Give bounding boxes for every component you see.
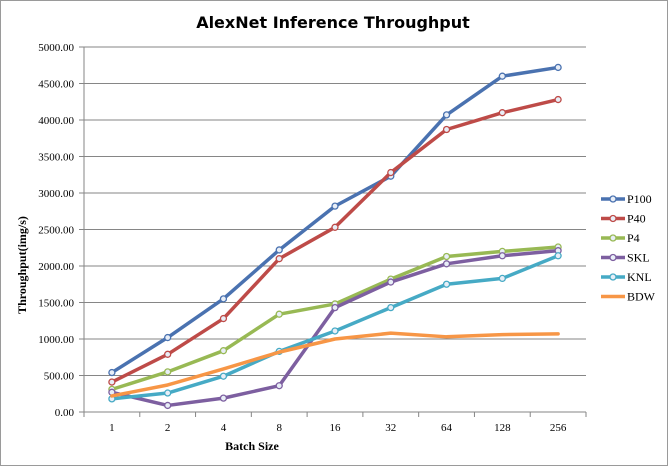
y-tick-labels: 0.00 500.00 1000.00 1500.00 2000.00 2500.00 30… [38, 42, 74, 419]
legend-item-p40: P40 [601, 212, 646, 226]
data-point-p100 [498, 72, 506, 80]
data-point-p100 [219, 295, 228, 303]
data-point-knl [387, 303, 395, 312]
data-point-knl [164, 389, 172, 397]
y-tick-label: 4500.00 [38, 79, 74, 91]
legend-marker [609, 214, 617, 223]
x-tick-label: 4 [221, 422, 227, 434]
x-tick-label: 2 [165, 422, 171, 434]
data-point-p100 [331, 202, 339, 210]
legend-marker [609, 234, 617, 242]
legend-label: BDW [627, 290, 656, 304]
data-point-skl [331, 303, 339, 312]
data-point-p100 [164, 333, 172, 342]
legend-item-skl: SKL [601, 251, 650, 265]
legend-marker [609, 195, 617, 203]
data-point-skl [387, 278, 395, 286]
data-point-skl [164, 401, 172, 410]
data-point-p4 [219, 347, 228, 355]
series-line-bdw [110, 331, 560, 398]
legend-label: P100 [627, 192, 652, 206]
legend-item-p100: P100 [601, 192, 652, 206]
legend-item-bdw: BDW [601, 290, 656, 304]
chart-title: AlexNet Inference Throughput [196, 13, 470, 32]
data-point-knl [219, 372, 228, 380]
data-point-p100 [554, 63, 562, 72]
data-point-p40 [108, 378, 116, 386]
legend-item-p4: P4 [601, 231, 640, 245]
legend: P100 P40 P4 SKL KNL BDW [601, 192, 656, 304]
x-tick-label: 256 [550, 422, 567, 434]
y-axis-label: Throughput(img/s) [15, 216, 29, 314]
data-point-p40 [219, 314, 228, 323]
legend-marker [609, 273, 617, 281]
data-point-skl [498, 252, 506, 260]
data-point-p40 [442, 125, 451, 134]
data-point-p40 [275, 255, 283, 263]
x-tick-labels: 1 2 4 8 16 32 64 128 256 [109, 422, 567, 434]
x-tick-label: 32 [385, 422, 396, 434]
data-point-knl [554, 252, 562, 260]
legend-label: KNL [627, 270, 652, 284]
data-point-p40 [498, 109, 506, 117]
data-point-skl [275, 382, 283, 390]
x-tick-label: 16 [330, 422, 342, 434]
x-tick-label: 64 [441, 422, 453, 434]
y-tick-label: 4000.00 [38, 115, 74, 127]
legend-item-knl: KNL [601, 270, 652, 284]
data-point-p4 [164, 368, 172, 376]
data-point-p100 [442, 111, 451, 119]
data-point-knl [498, 274, 506, 283]
y-tick-label: 0.00 [55, 407, 75, 419]
y-tick-label: 5000.00 [38, 42, 74, 54]
data-point-knl [442, 280, 451, 288]
x-axis-label: Batch Size [225, 439, 279, 453]
x-tick-label: 128 [494, 422, 511, 434]
data-point-p100 [108, 368, 116, 377]
legend-marker [609, 253, 617, 262]
data-point-p40 [331, 223, 339, 231]
y-tick-label: 1000.00 [38, 334, 74, 346]
legend-label: P4 [627, 231, 640, 245]
data-point-p4 [275, 310, 283, 318]
x-tick-label: 1 [109, 422, 115, 434]
series-p40 [108, 95, 562, 386]
axes [83, 47, 587, 417]
y-tick-label: 3500.00 [38, 152, 74, 164]
y-tick-label: 1500.00 [38, 298, 74, 310]
data-point-skl [219, 394, 228, 402]
y-tick-label: 500.00 [44, 371, 75, 383]
data-point-knl [331, 327, 339, 335]
data-point-p40 [164, 350, 172, 358]
data-point-p40 [554, 95, 562, 104]
data-point-skl [442, 260, 451, 268]
y-tick-label: 2000.00 [38, 261, 74, 273]
y-tick-label: 3000.00 [38, 188, 74, 200]
legend-label: P40 [627, 212, 646, 226]
series-bdw [110, 331, 560, 398]
data-point-p100 [275, 246, 283, 254]
x-tick-label: 8 [276, 422, 282, 434]
y-tick-label: 2500.00 [38, 225, 74, 237]
series-skl [108, 247, 562, 410]
data-point-p4 [442, 252, 451, 261]
data-point-p40 [387, 168, 395, 177]
series-p100 [108, 63, 562, 377]
legend-label: SKL [627, 251, 650, 265]
series-lines [108, 63, 562, 410]
